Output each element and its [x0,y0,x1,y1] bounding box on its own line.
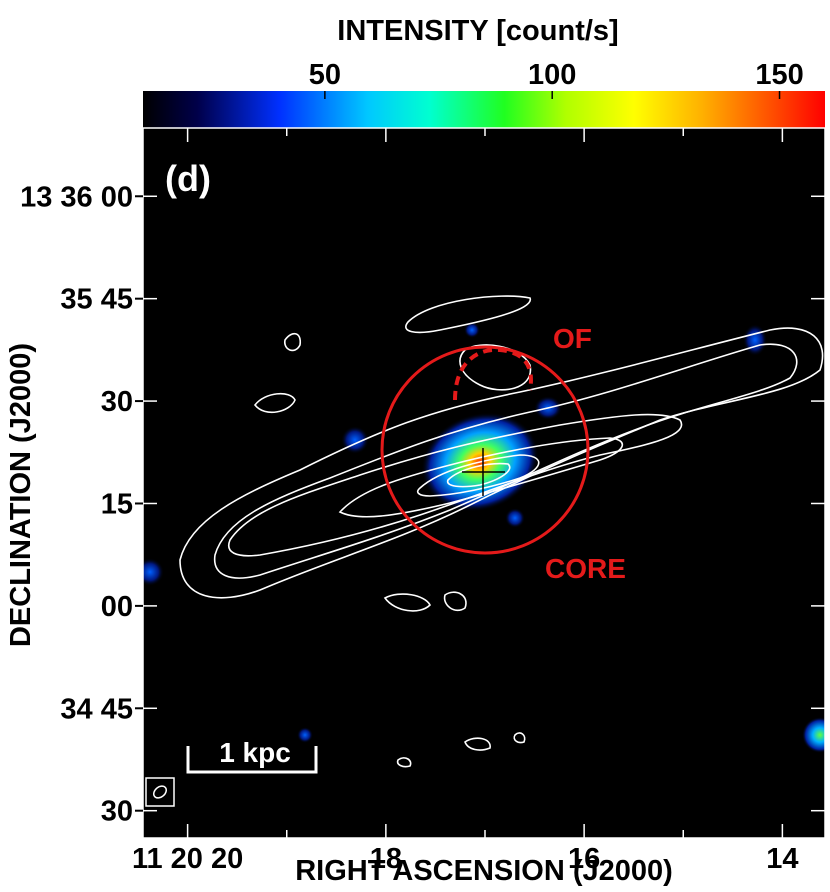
emission-blob [297,727,313,743]
y-tick-label: 35 45 [60,284,133,316]
x-tick-label: 18 [370,843,402,875]
contour [416,454,540,497]
contour [513,732,526,744]
plot-frame [142,127,826,839]
contour [405,295,531,334]
colorbar [143,91,825,128]
contour [213,343,798,579]
colorbar-title: INTENSITY [count/s] [337,15,618,47]
colorbar-tick-label: 150 [755,59,803,91]
y-tick-label: 30 [101,796,133,828]
emission-blob [802,717,825,753]
beam-box [145,777,175,807]
contour [253,392,296,414]
panel-label: (d) [165,158,211,199]
y-tick-label: 00 [101,591,133,623]
x-axis-label: RIGHT ASCENSION (J2000) [295,855,673,887]
contour [284,332,302,352]
y-tick-label: 15 [101,488,133,520]
y-tick-label: 34 45 [60,693,133,725]
contour [338,437,624,518]
contour [464,737,491,751]
core-label: CORE [545,553,626,584]
emission-blob [464,322,480,338]
outflow-region [453,347,533,401]
contour [446,462,511,488]
contour [396,757,412,768]
outflow-label: OF [553,323,592,354]
image [143,128,825,838]
contour [383,593,431,612]
contour [179,327,824,599]
contour [443,591,467,612]
x-tick-label: 14 [766,843,798,875]
scale-bar [186,746,318,774]
colorbar-tick-label: 50 [309,59,341,91]
x-tick-label: 11 20 20 [132,843,243,875]
emission-blob [143,558,164,586]
colorbar-tick-label: 100 [528,59,576,91]
scale-bar-label: 1 kpc [219,737,291,768]
contours [179,295,824,768]
y-tick-label: 13 36 00 [20,181,133,213]
x-tick-label: 16 [568,843,600,875]
y-tick-label: 30 [101,386,133,418]
beam [152,785,168,799]
y-axis-label: DECLINATION (J2000) [5,343,37,647]
emission-blob [505,508,525,528]
contour [228,413,683,557]
emission-blob [743,324,767,356]
core-region [380,345,590,555]
